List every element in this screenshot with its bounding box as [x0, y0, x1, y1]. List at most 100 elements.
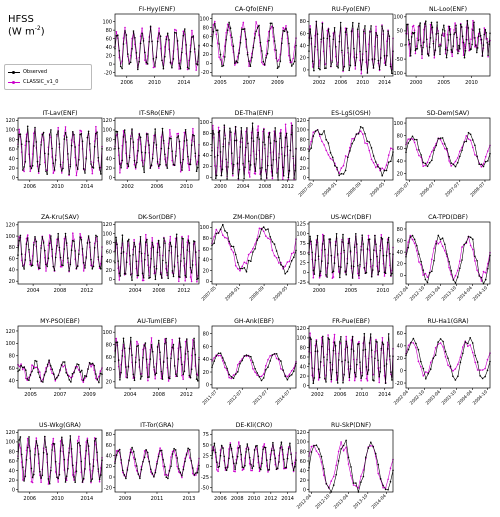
data-point-observed — [327, 262, 329, 264]
data-point-observed — [315, 20, 318, 23]
series-line-model — [308, 440, 394, 489]
data-point-observed — [318, 275, 321, 277]
data-point-observed — [158, 165, 160, 168]
data-point-observed — [169, 137, 171, 139]
data-point-model — [370, 445, 372, 447]
data-point-model — [217, 126, 220, 129]
data-point-observed — [276, 67, 279, 69]
data-point-model — [471, 28, 473, 30]
data-point-model — [283, 467, 285, 470]
data-point-observed — [215, 177, 217, 179]
data-point-model — [159, 447, 161, 449]
data-point-observed — [469, 236, 472, 239]
data-point-observed — [251, 467, 253, 470]
data-point-observed — [182, 468, 185, 471]
x-tick-label: 2005 — [214, 80, 227, 86]
series-line-observed — [17, 126, 103, 175]
data-point-observed — [132, 141, 135, 143]
data-point-observed — [258, 376, 261, 378]
data-point-model — [462, 346, 464, 348]
data-point-observed — [219, 228, 222, 231]
data-point-observed — [461, 149, 463, 152]
data-point-observed — [91, 268, 94, 270]
data-point-observed — [75, 470, 78, 473]
data-point-observed — [217, 352, 220, 355]
data-point-model — [189, 276, 192, 278]
series-line-model — [211, 20, 297, 67]
data-point-model — [139, 35, 142, 37]
data-point-observed — [373, 379, 375, 382]
data-point-observed — [26, 378, 29, 380]
data-point-observed — [115, 35, 118, 37]
data-point-observed — [452, 45, 455, 47]
data-point-observed — [123, 347, 126, 350]
data-point-observed — [448, 155, 450, 158]
data-point-observed — [418, 149, 420, 151]
data-point-observed — [70, 249, 73, 251]
data-point-model — [459, 356, 462, 359]
data-point-model — [335, 379, 338, 381]
data-point-model — [474, 45, 476, 48]
data-point-observed — [98, 265, 101, 268]
data-point-observed — [330, 65, 332, 67]
data-point-observed — [268, 39, 270, 42]
data-point-observed — [250, 137, 253, 139]
data-point-observed — [454, 282, 457, 284]
data-point-observed — [323, 356, 325, 358]
data-point-observed — [120, 166, 122, 169]
data-point-model — [239, 269, 241, 272]
data-point-observed — [160, 147, 163, 150]
data-point-model — [390, 147, 392, 149]
data-point-observed — [25, 459, 28, 461]
data-point-model — [484, 155, 487, 158]
data-point-observed — [45, 170, 47, 173]
data-point-model — [433, 247, 435, 250]
x-tick-label: 2002 — [121, 184, 134, 190]
y-tick-label: 20 — [203, 164, 209, 170]
data-point-model — [93, 369, 95, 372]
data-point-model — [461, 246, 463, 248]
data-point-model — [474, 154, 476, 156]
y-tick-label: 60 — [106, 443, 112, 449]
data-point-model — [160, 377, 163, 380]
y-tick-label: 60 — [397, 331, 403, 337]
data-point-observed — [28, 248, 30, 251]
data-point-observed — [387, 488, 389, 491]
data-point-observed — [352, 482, 355, 484]
data-point-observed — [420, 360, 422, 363]
data-point-observed — [252, 361, 254, 364]
data-point-observed — [46, 363, 49, 366]
data-point-observed — [283, 30, 286, 33]
data-point-model — [484, 272, 487, 274]
data-point-model — [217, 354, 220, 357]
data-point-observed — [335, 233, 338, 235]
data-point-observed — [121, 67, 123, 70]
data-point-model — [416, 250, 418, 252]
y-tick-label: 20 — [9, 279, 15, 285]
data-point-observed — [253, 163, 256, 165]
data-point-observed — [439, 137, 442, 139]
data-point-observed — [186, 249, 189, 251]
data-point-observed — [22, 169, 24, 171]
data-point-observed — [342, 381, 344, 384]
panel-title: FR-Pue(EBF) — [332, 318, 370, 325]
data-point-observed — [145, 133, 148, 135]
plot-frame — [17, 325, 103, 389]
data-point-observed — [379, 477, 382, 480]
y-tick-label: 80 — [106, 240, 112, 246]
x-tick-label: 2007-05 — [200, 285, 217, 302]
data-point-observed — [46, 453, 48, 455]
data-point-observed — [324, 377, 326, 380]
y-tick-label: 100 — [296, 128, 306, 134]
data-point-observed — [265, 56, 267, 59]
data-point-model — [26, 379, 29, 382]
data-point-observed — [70, 144, 73, 147]
data-point-observed — [251, 122, 254, 124]
x-tick-label: 2006-07 — [419, 181, 436, 198]
data-point-observed — [123, 129, 126, 131]
data-point-observed — [316, 129, 319, 131]
data-point-observed — [51, 248, 53, 251]
data-point-observed — [239, 41, 242, 44]
data-point-observed — [267, 228, 269, 230]
data-point-observed — [418, 24, 421, 27]
